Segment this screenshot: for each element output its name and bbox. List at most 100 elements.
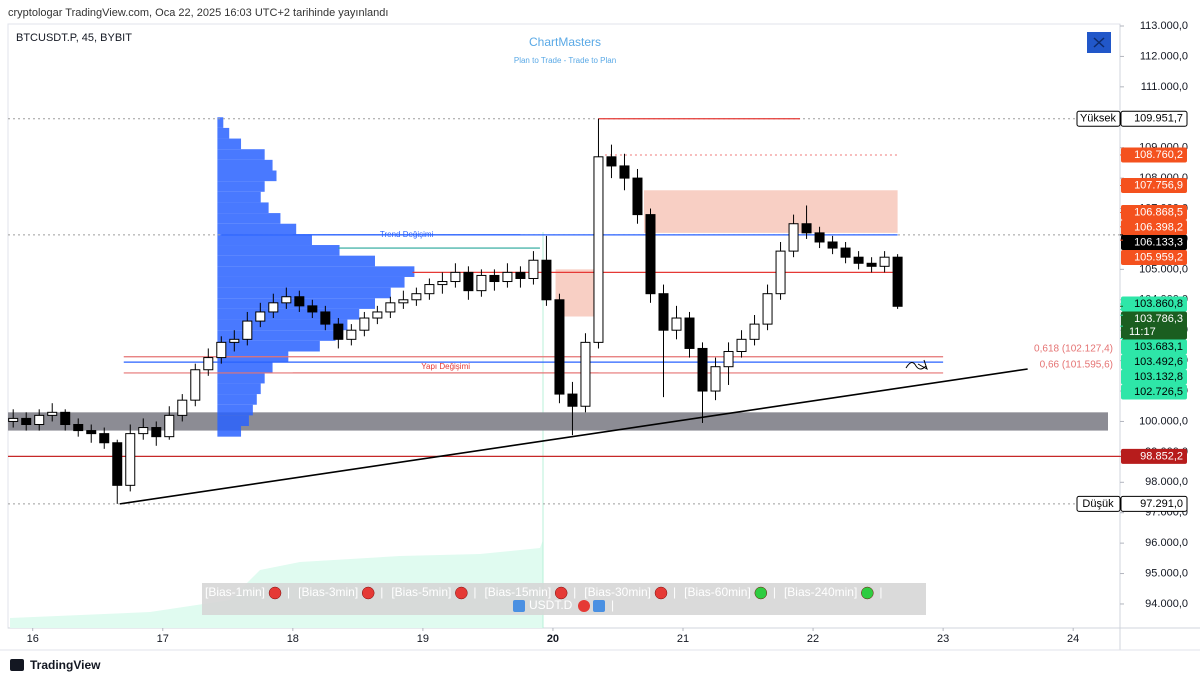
price-tag	[1121, 205, 1187, 221]
candle-body	[437, 281, 448, 286]
price-tag-label: 102.726,5	[1134, 386, 1183, 398]
candle-body	[112, 442, 123, 486]
candle-body	[73, 423, 84, 432]
profile-bar	[217, 255, 375, 267]
candle-body	[450, 271, 461, 283]
candle-body	[619, 165, 630, 179]
x-tick-label: 18	[287, 633, 299, 645]
x-tick-label: 19	[417, 633, 429, 645]
candle-body	[138, 427, 149, 435]
candle-body	[723, 350, 734, 368]
candle-body	[567, 393, 578, 407]
bias-separator: |	[879, 585, 882, 599]
profile-bar	[217, 276, 405, 288]
bias-label: [Bias-60min]	[684, 585, 751, 599]
profile-bar	[217, 234, 312, 246]
price-tag-label: 103.683,1	[1134, 341, 1183, 353]
price-tag	[1121, 250, 1187, 266]
candle-body	[684, 317, 695, 349]
candle-body	[177, 399, 188, 416]
candle-body	[320, 311, 331, 325]
arrow-right-icon	[513, 600, 525, 612]
price-tag	[1121, 235, 1187, 251]
x-tick-label: 24	[1067, 633, 1079, 645]
fib-label: 0,618 (102.127,4)	[1034, 343, 1113, 354]
candle-body	[632, 177, 643, 216]
arrow-left-icon	[593, 600, 605, 612]
candle-body	[294, 296, 305, 307]
x-tick-label: 17	[157, 633, 169, 645]
candle-body	[216, 341, 227, 359]
bias-status	[455, 586, 468, 600]
price-tag	[1121, 177, 1187, 193]
price-tag-label: 106.398,2	[1134, 221, 1183, 233]
profile-bar	[217, 340, 320, 352]
profile-bar	[217, 117, 224, 128]
candle-body	[372, 311, 383, 319]
candle-body	[151, 427, 162, 438]
candle-body	[346, 329, 357, 340]
level-label: Trend Değişimi	[380, 230, 434, 239]
hand-drawn-arrow	[905, 359, 928, 371]
zone	[8, 412, 1108, 431]
candle-body	[21, 417, 32, 425]
bias-separator: |	[287, 585, 290, 599]
y-tick-label: 112.000,0	[1140, 50, 1188, 62]
profile-bar	[217, 394, 257, 405]
x-tick-label: 20	[547, 633, 559, 645]
profile-bar	[217, 404, 253, 416]
y-tick-label: 95.000,0	[1145, 567, 1188, 579]
close-icon	[1093, 37, 1105, 48]
bias-status	[654, 586, 668, 600]
profile-bar	[217, 245, 340, 256]
profile-bar	[217, 287, 391, 299]
zones	[8, 190, 1108, 431]
price-tag-label: 107.756,9	[1134, 179, 1183, 191]
profile-bar	[217, 213, 281, 224]
bias-status	[754, 586, 768, 600]
profile-bar	[217, 149, 265, 160]
candle-body	[788, 223, 799, 252]
price-tags: 109.951,7 Yüksek 108.760,2 107.756,9 106.868…	[1076, 110, 1188, 512]
price-tag-label: 106.133,3	[1134, 236, 1183, 248]
usdt-label: USDT.D	[529, 598, 573, 612]
candle-body	[99, 433, 110, 444]
logo-mark	[10, 659, 24, 671]
candle-body	[710, 366, 721, 392]
price-tag-label: 98.852,2	[1140, 450, 1183, 462]
candle-body	[528, 259, 539, 279]
price-tag-label: 105.959,2	[1134, 251, 1183, 263]
candle-body	[203, 357, 214, 371]
candle-body	[359, 317, 370, 331]
candle-body	[86, 430, 97, 435]
bias-label: [Bias-1min]	[205, 585, 265, 599]
price-tag-label: 106.868,5	[1134, 206, 1183, 218]
bias-label: [Bias-15min]	[484, 585, 551, 599]
profile-bar	[217, 372, 265, 384]
y-tick-label: 111.000,0	[1141, 81, 1188, 93]
candle-body	[255, 311, 266, 322]
candle-body	[398, 299, 409, 304]
trendline	[119, 368, 1028, 505]
candle-body	[164, 414, 175, 438]
candle-body	[541, 259, 552, 301]
price-tag-label: 103.786,3	[1134, 313, 1183, 325]
candle-body	[658, 293, 669, 331]
candle-body	[736, 338, 747, 352]
fib-label: 0,66 (101.595,6)	[1040, 360, 1113, 371]
profile-bar	[217, 426, 242, 437]
y-tick-label: 100.000,0	[1139, 415, 1188, 427]
bias-status	[554, 586, 568, 600]
y-tick-label: 94.000,0	[1145, 598, 1188, 610]
bias-separator: |	[673, 585, 676, 599]
candles	[8, 118, 903, 504]
symbol: BTCUSDT.P, 45, BYBIT	[16, 32, 132, 44]
price-tag	[1121, 339, 1187, 355]
profile-bar	[217, 170, 277, 182]
price-tag-label: 103.860,8	[1134, 298, 1183, 310]
zone	[643, 190, 898, 233]
candle-body	[671, 317, 682, 331]
price-tag	[1121, 354, 1187, 370]
bias-separator: |	[573, 585, 576, 599]
bias-separator: |	[773, 585, 776, 599]
